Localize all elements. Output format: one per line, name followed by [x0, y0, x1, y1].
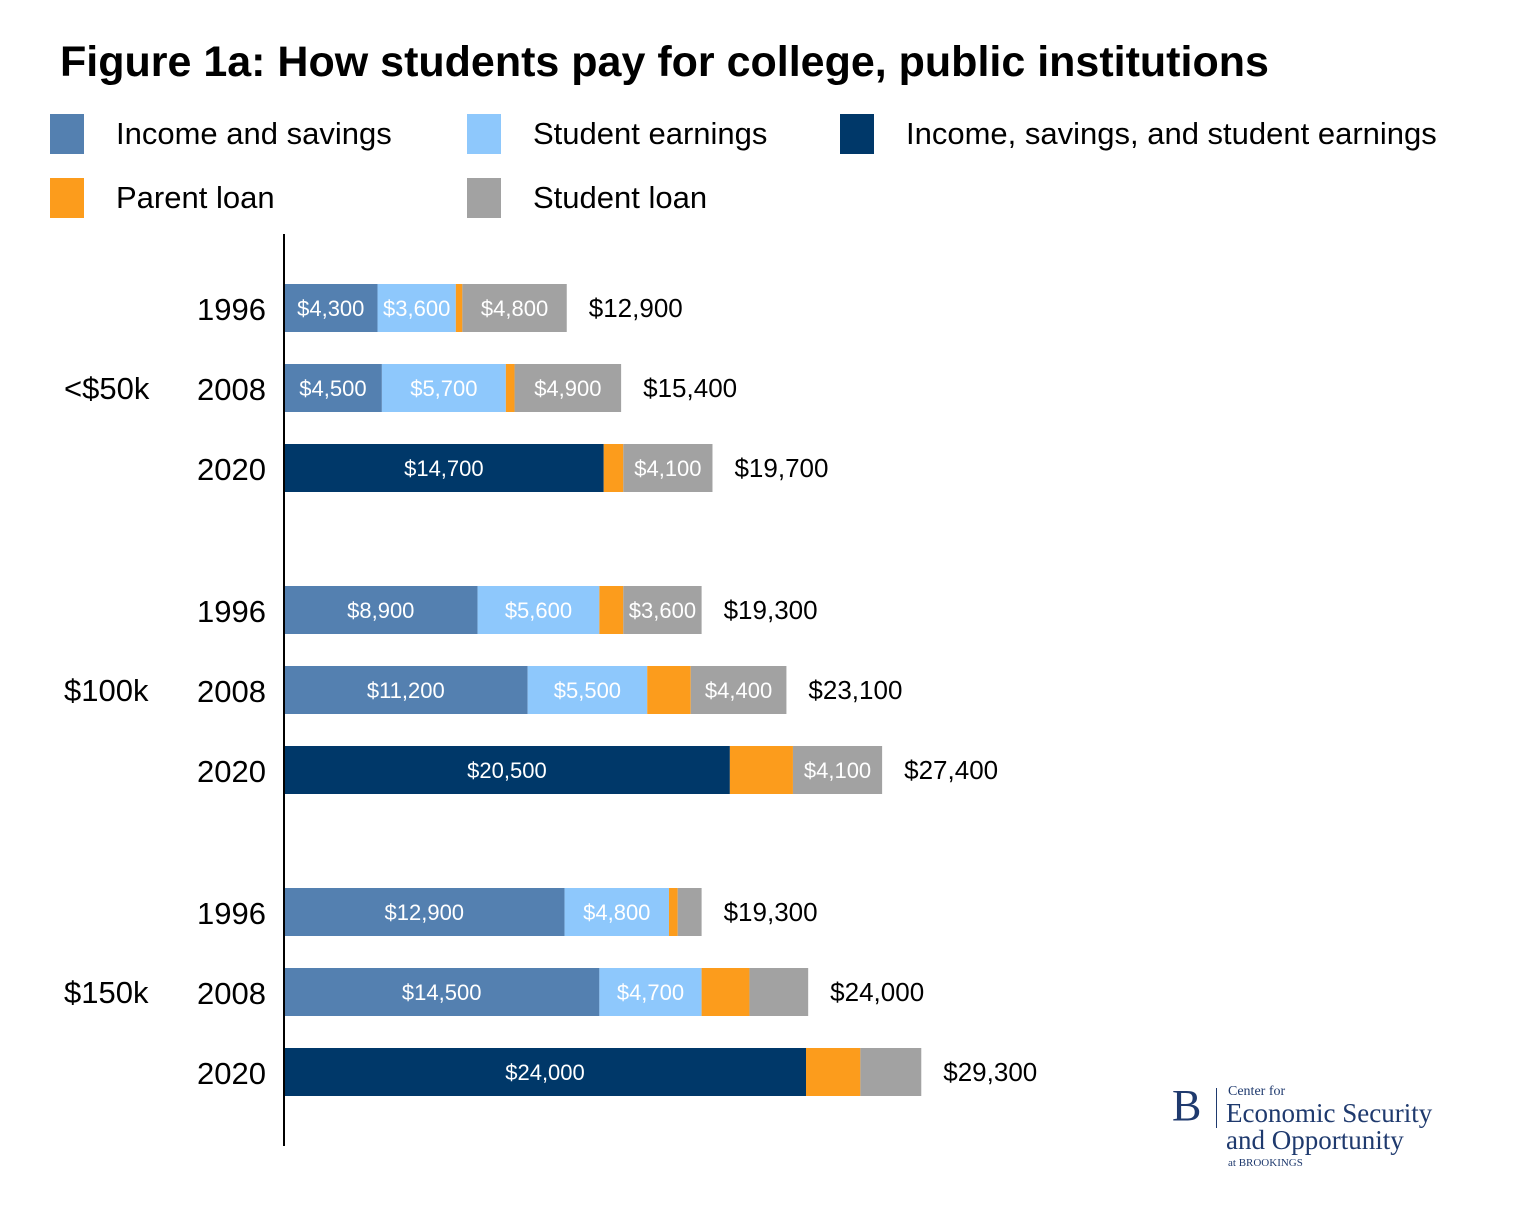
legend-label-student-earnings: Student earnings [533, 116, 768, 151]
bar-segment-student-loan [623, 444, 713, 492]
bar-segment-parent-loan [505, 364, 515, 412]
legend-item-parent-loan: Parent loan [50, 178, 275, 218]
bar-segment-student-loan [690, 666, 787, 714]
segment-data-label: $20,500 [467, 758, 547, 783]
segment-data-label: $11,200 [367, 678, 445, 703]
legend-label-combined: Income, savings, and student earnings [906, 116, 1437, 151]
year-label: 2020 [197, 1056, 266, 1091]
logo-letter: B [1172, 1081, 1202, 1130]
group-label: $100k [64, 673, 149, 708]
bar-segment-student-loan [749, 968, 809, 1016]
bar-segment-income-savings-and-student-earnings [284, 746, 730, 794]
legend-label-student-loan: Student loan [533, 180, 708, 215]
bar-segment-student-loan [677, 888, 702, 936]
bar-segment-income-and-savings [284, 586, 478, 634]
logo-line-4: at BROOKINGS [1228, 1157, 1303, 1169]
bar-segment-parent-loan [806, 1048, 861, 1096]
segment-data-label: $3,600 [629, 598, 696, 623]
group-label: $150k [64, 975, 149, 1010]
bar-segment-parent-loan [455, 284, 463, 332]
bar-segment-student-earnings [527, 666, 648, 714]
bar-segment-income-and-savings [284, 364, 382, 412]
bar-segment-student-earnings [477, 586, 600, 634]
legend-item-combined: Income, savings, and student earnings [840, 114, 1437, 154]
logo-line-2: Economic Security [1226, 1098, 1433, 1128]
bar-total-label: $29,300 [943, 1057, 1037, 1087]
bar-segment-income-savings-and-student-earnings [284, 444, 604, 492]
bar-segment-parent-loan [701, 968, 750, 1016]
segment-data-label: $4,100 [804, 758, 871, 783]
bar-segment-student-loan [860, 1048, 922, 1096]
bar-total-label: $24,000 [830, 977, 924, 1007]
bar-segment-parent-loan [603, 444, 624, 492]
segment-data-label: $3,600 [383, 296, 450, 321]
segment-data-label: $4,500 [299, 376, 366, 401]
segment-data-label: $4,700 [617, 980, 684, 1005]
year-label: 1996 [197, 896, 266, 931]
bar-segment-student-loan [514, 364, 622, 412]
legend-item-student-earnings: Student earnings [467, 114, 767, 154]
bar-segment-student-loan [623, 586, 702, 634]
segment-data-label: $14,500 [402, 980, 482, 1005]
bar-segment-student-loan [792, 746, 883, 794]
bar-total-label: $12,900 [589, 293, 683, 323]
legend-swatch-parent-loan [50, 178, 84, 218]
segment-data-label: $5,700 [410, 376, 477, 401]
bar-segment-parent-loan [729, 746, 793, 794]
legend-label-income-savings: Income and savings [116, 116, 392, 151]
segment-data-label: $5,600 [505, 598, 572, 623]
bar-segment-income-and-savings [284, 666, 528, 714]
bar-total-label: $19,700 [734, 453, 828, 483]
logo-divider [1216, 1088, 1217, 1128]
year-label: 1996 [197, 594, 266, 629]
year-label: 2008 [197, 976, 266, 1011]
bar-segment-student-earnings [377, 284, 456, 332]
bar-total-label: $23,100 [808, 675, 902, 705]
year-label: 1996 [197, 292, 266, 327]
bar-segment-income-and-savings [284, 888, 565, 936]
segment-data-label: $4,300 [297, 296, 364, 321]
legend-swatch-combined [840, 114, 874, 154]
legend-swatch-student-earnings [467, 114, 501, 154]
legend-swatch-income-savings [50, 114, 84, 154]
segment-data-label: $4,900 [534, 376, 601, 401]
bar-segment-income-and-savings [284, 284, 378, 332]
logo-line-1: Center for [1228, 1084, 1286, 1099]
year-label: 2020 [197, 452, 266, 487]
chart-title: Figure 1a: How students pay for college,… [60, 38, 1269, 86]
segment-data-label: $14,700 [404, 456, 484, 481]
segment-data-label: $12,900 [385, 900, 465, 925]
bar-total-label: $19,300 [724, 897, 818, 927]
bar-total-label: $19,300 [724, 595, 818, 625]
year-label: 2020 [197, 754, 266, 789]
segment-data-label: $4,800 [481, 296, 548, 321]
bar-segment-student-loan [462, 284, 567, 332]
year-label: 2008 [197, 372, 266, 407]
brookings-logo: B Center for Economic Security and Oppor… [1172, 1084, 1472, 1174]
year-label: 2008 [197, 674, 266, 709]
logo-line-3: and Opportunity [1226, 1125, 1404, 1155]
bar-segment-parent-loan [599, 586, 624, 634]
bar-segment-income-and-savings [284, 968, 600, 1016]
bar-segment-student-earnings [381, 364, 506, 412]
segment-data-label: $4,100 [634, 456, 701, 481]
segment-data-label: $24,000 [505, 1060, 585, 1085]
bar-segment-parent-loan [647, 666, 691, 714]
segment-data-label: $5,500 [554, 678, 621, 703]
bar-segment-income-savings-and-student-earnings [284, 1048, 806, 1096]
bar-segment-parent-loan [668, 888, 678, 936]
segment-data-label: $4,800 [583, 900, 650, 925]
legend-label-parent-loan: Parent loan [116, 180, 275, 215]
legend-item-income-savings: Income and savings [50, 114, 392, 154]
bar-segment-student-earnings [599, 968, 702, 1016]
legend-item-student-loan: Student loan [467, 178, 707, 218]
bar-total-label: $15,400 [643, 373, 737, 403]
segment-data-label: $8,900 [347, 598, 414, 623]
bar-segment-student-earnings [564, 888, 669, 936]
bar-total-label: $27,400 [904, 755, 998, 785]
legend-swatch-student-loan [467, 178, 501, 218]
segment-data-label: $4,400 [705, 678, 772, 703]
group-label: <$50k [64, 371, 150, 406]
